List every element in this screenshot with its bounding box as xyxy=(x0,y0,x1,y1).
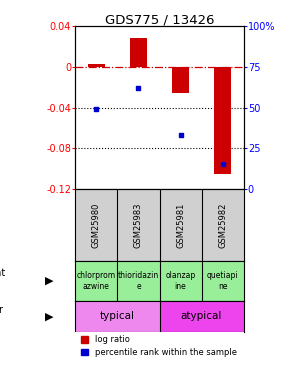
Text: GSM25982: GSM25982 xyxy=(218,202,227,248)
Text: ▶: ▶ xyxy=(45,276,54,286)
Text: thioridazin
e: thioridazin e xyxy=(118,271,159,291)
Text: atypical: atypical xyxy=(181,311,222,321)
Text: GSM25981: GSM25981 xyxy=(176,202,185,248)
Bar xyxy=(214,67,231,174)
Bar xyxy=(160,301,244,332)
Point xyxy=(220,161,225,167)
Bar xyxy=(88,64,105,67)
Text: typical: typical xyxy=(100,311,135,321)
Bar xyxy=(172,67,189,93)
Text: quetiapi
ne: quetiapi ne xyxy=(207,271,238,291)
Bar xyxy=(130,39,147,67)
Point xyxy=(94,106,99,112)
Text: agent: agent xyxy=(0,268,6,278)
Point xyxy=(136,85,141,91)
Text: ▶: ▶ xyxy=(45,311,54,321)
Text: GSM25983: GSM25983 xyxy=(134,202,143,248)
Title: GDS775 / 13426: GDS775 / 13426 xyxy=(105,13,214,26)
Legend: log ratio, percentile rank within the sample: log ratio, percentile rank within the sa… xyxy=(79,334,238,358)
Text: olanzap
ine: olanzap ine xyxy=(165,271,196,291)
Text: other: other xyxy=(0,305,4,315)
Point xyxy=(178,132,183,138)
Text: chlorprom
azwine: chlorprom azwine xyxy=(77,271,116,291)
Bar xyxy=(75,301,160,332)
Text: GSM25980: GSM25980 xyxy=(92,202,101,248)
